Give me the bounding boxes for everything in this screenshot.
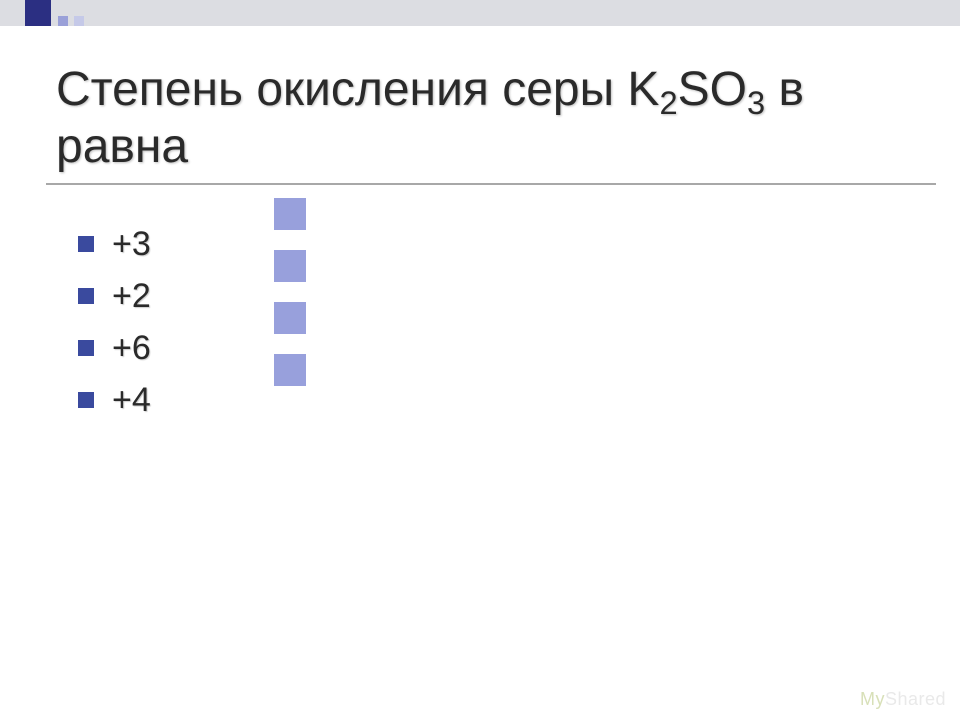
option-label: +4 [112, 381, 151, 420]
title-text-mid: SO [678, 63, 747, 116]
bullet-icon [78, 236, 94, 252]
top-decoration-bar [0, 0, 960, 26]
bullet-icon [78, 392, 94, 408]
answer-boxes [274, 198, 306, 406]
title-subscript-2: 3 [747, 84, 765, 121]
option-item: +6 [78, 322, 151, 374]
decor-square-large [25, 0, 51, 26]
watermark: MyShared [860, 689, 946, 710]
option-label: +2 [112, 277, 151, 316]
decor-square-small-2 [74, 16, 84, 26]
option-item: +4 [78, 374, 151, 426]
answer-box-3[interactable] [274, 302, 306, 334]
slide-title: Степень окисления серы K2SO3 в равна [56, 62, 936, 175]
option-label: +3 [112, 225, 151, 264]
answer-box-1[interactable] [274, 198, 306, 230]
answer-box-2[interactable] [274, 250, 306, 282]
watermark-part1: My [860, 689, 885, 709]
decor-square-small-1 [58, 16, 68, 26]
option-item: +2 [78, 270, 151, 322]
option-label: +6 [112, 329, 151, 368]
answer-box-4[interactable] [274, 354, 306, 386]
title-text-prefix: Степень окисления серы K [56, 63, 659, 116]
title-underline [46, 183, 936, 185]
watermark-part2: Shared [885, 689, 946, 709]
option-item: +3 [78, 218, 151, 270]
bullet-icon [78, 288, 94, 304]
title-subscript-1: 2 [659, 84, 677, 121]
bullet-icon [78, 340, 94, 356]
options-list: +3 +2 +6 +4 [78, 218, 151, 426]
